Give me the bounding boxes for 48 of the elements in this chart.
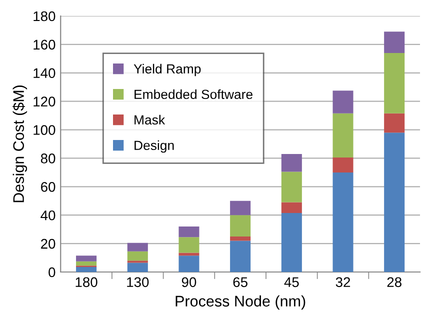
bar bbox=[281, 154, 302, 172]
y-tick-label: 140 bbox=[34, 68, 56, 78]
bar bbox=[230, 215, 251, 236]
bar bbox=[332, 158, 354, 172]
legend-label: Embedded Software bbox=[134, 89, 252, 100]
x-axis-title: Process Node (nm) bbox=[176, 295, 306, 310]
bar bbox=[332, 113, 354, 158]
legend-label: Yield Ramp bbox=[134, 64, 201, 76]
bar bbox=[76, 267, 97, 272]
x-tick-label: 65 bbox=[233, 277, 248, 288]
bar bbox=[127, 262, 148, 272]
y-tick-label: 180 bbox=[34, 11, 56, 22]
bar bbox=[332, 172, 354, 272]
bar bbox=[178, 237, 200, 253]
legend-label: Design bbox=[134, 140, 174, 153]
bar bbox=[127, 242, 148, 252]
bar bbox=[178, 256, 200, 272]
x-tick-label: 45 bbox=[284, 277, 299, 288]
bar bbox=[230, 236, 251, 241]
legend-label: Mask bbox=[134, 114, 166, 125]
bar bbox=[281, 202, 302, 213]
bar bbox=[332, 90, 354, 114]
y-tick-label: 60 bbox=[41, 182, 56, 192]
bar bbox=[281, 172, 302, 202]
bar bbox=[384, 32, 405, 53]
x-tick-label: 32 bbox=[336, 277, 350, 288]
y-tick-label: 120 bbox=[34, 96, 56, 107]
bar bbox=[384, 113, 405, 133]
bar bbox=[76, 256, 97, 262]
x-tick-label: 180 bbox=[76, 277, 98, 288]
y-tick-label: 20 bbox=[41, 238, 56, 249]
y-tick-label: 100 bbox=[34, 125, 56, 135]
bar bbox=[230, 200, 251, 216]
y-tick-label: 0 bbox=[48, 267, 56, 278]
bar bbox=[384, 132, 405, 272]
y-axis-title: Design Cost ($M) bbox=[12, 86, 28, 202]
x-tick-label: 28 bbox=[387, 277, 402, 288]
y-tick-label: 40 bbox=[40, 210, 56, 220]
x-tick-label: 130 bbox=[127, 277, 149, 288]
y-tick-label: 160 bbox=[34, 40, 56, 50]
bar bbox=[230, 240, 251, 272]
bar bbox=[281, 212, 302, 272]
bar bbox=[127, 251, 148, 261]
y-tick-label: 80 bbox=[40, 154, 56, 164]
bar bbox=[384, 52, 405, 114]
bar bbox=[178, 226, 200, 238]
x-tick-label: 90 bbox=[182, 277, 196, 288]
bar bbox=[76, 261, 97, 266]
